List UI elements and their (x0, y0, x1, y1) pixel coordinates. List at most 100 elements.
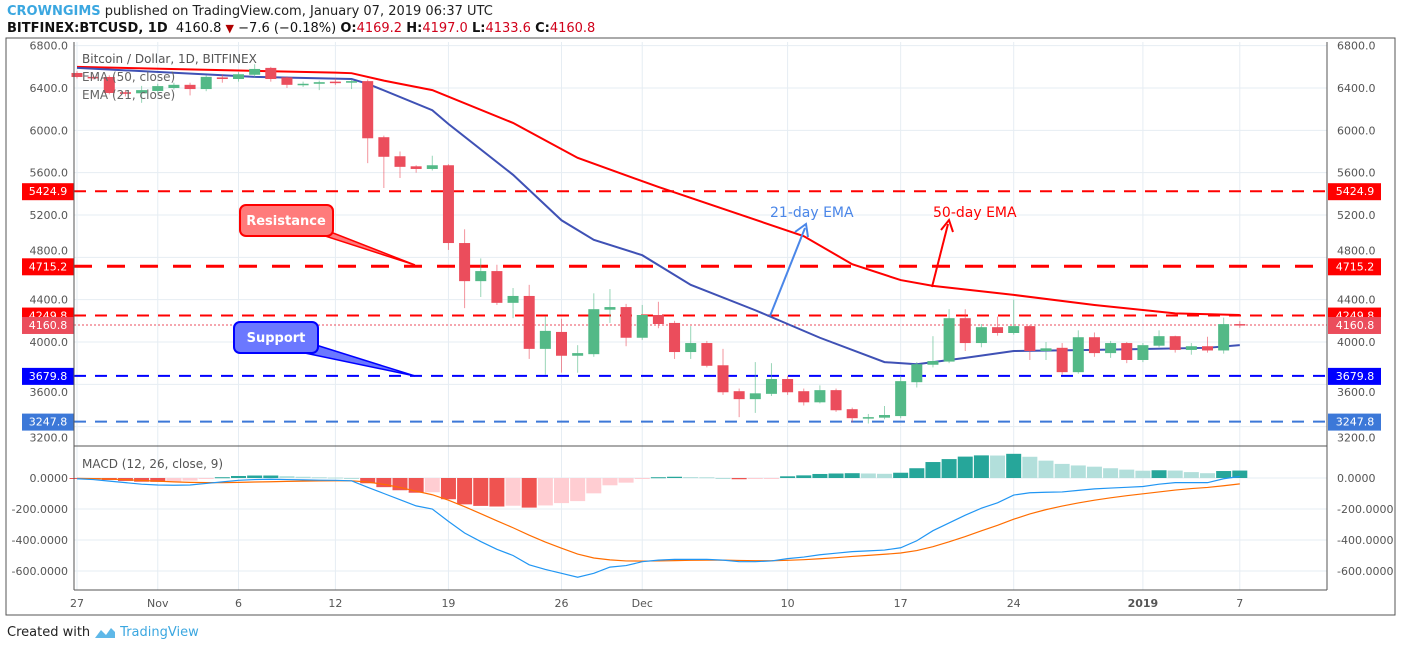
candle (1185, 343, 1197, 355)
macd-histogram-bar (731, 478, 747, 480)
grid (74, 42, 1327, 590)
macd-histogram-bar (150, 478, 166, 482)
candle-body (620, 307, 632, 338)
candle (992, 316, 1004, 336)
candle (523, 284, 535, 359)
candle (475, 258, 487, 298)
candle-body (1088, 337, 1100, 354)
right-price-tick: 6000.0 (1337, 124, 1376, 137)
macd-histogram-bar (909, 468, 925, 478)
right-price-tick: 4400.0 (1337, 294, 1376, 307)
candle-body (426, 165, 438, 169)
right-price-tick: 4000.0 (1337, 336, 1376, 349)
candle (556, 318, 567, 373)
macd-histogram-bar (537, 478, 553, 506)
level-badge-right (1328, 258, 1381, 276)
macd-histogram-bar (182, 478, 198, 481)
candle-body (168, 84, 180, 88)
macd-histogram-bar (667, 476, 683, 478)
candle-body (830, 390, 842, 411)
candle (1202, 336, 1213, 353)
macd-histogram-bar (844, 473, 860, 478)
candle-body (943, 318, 955, 362)
level-badge-right (1328, 316, 1381, 334)
macd-histogram-bar (715, 478, 731, 479)
author-link[interactable]: CROWNGIMS (7, 4, 101, 19)
time-tick: 10 (781, 597, 795, 610)
candle-body (1040, 348, 1052, 351)
candle (1008, 299, 1020, 335)
time-tick: 19 (441, 597, 455, 610)
candle (362, 79, 374, 164)
macd-histogram-bar (376, 478, 392, 488)
macd-histogram-bar (1167, 470, 1183, 478)
high-value: 4197.0 (422, 21, 468, 36)
right-price-tick: 5600.0 (1337, 167, 1376, 180)
candle-body (184, 84, 196, 90)
macd-histogram-bar (586, 478, 602, 494)
candle-body (556, 331, 567, 356)
tradingview-link[interactable]: TradingView (120, 625, 199, 640)
candle-body (152, 86, 164, 91)
macd-histogram-bar (973, 455, 989, 478)
candle-body (1185, 346, 1197, 350)
macd-histogram-bar (279, 476, 295, 478)
ema21-label: 21-day EMA (770, 205, 854, 221)
legend-ema21[interactable]: EMA (21, close) (82, 88, 175, 102)
candle-body (87, 76, 99, 79)
candle (119, 90, 131, 97)
candle-body (378, 137, 390, 157)
symbol-label: BITFINEX:BTCUSD, 1D (7, 21, 168, 36)
candle-body (103, 76, 115, 93)
candle-body (233, 74, 244, 80)
candle (975, 324, 987, 348)
legend-ema50[interactable]: EMA (50, close) (82, 70, 175, 84)
candle (71, 71, 83, 79)
candle (184, 82, 196, 96)
macd-histogram-bar (683, 477, 699, 479)
macd-histogram-bar (327, 477, 343, 479)
candle (442, 164, 454, 250)
right-price-tick: 3600.0 (1337, 386, 1376, 399)
candle-body (992, 327, 1004, 333)
left-price-tick: 6800.0 (30, 40, 69, 53)
candle-body (862, 417, 874, 419)
macd-histogram-bar (1232, 470, 1248, 478)
candle-body (523, 295, 535, 349)
candle (426, 155, 438, 171)
candle (265, 66, 277, 82)
legend-title: Bitcoin / Dollar, 1D, BITFINEX (82, 52, 257, 66)
macd-histogram-bar (231, 475, 246, 478)
candle (1024, 325, 1036, 360)
macd-histogram-bar (344, 478, 360, 479)
macd-histogram-bar (424, 478, 440, 493)
candle-body (475, 271, 487, 282)
candle (733, 388, 745, 418)
candle-body (927, 361, 939, 365)
macd-histogram-bar (134, 478, 150, 482)
candle-body (895, 381, 907, 417)
candle-body (362, 81, 374, 139)
candle (313, 80, 325, 91)
time-tick: 6 (235, 597, 242, 610)
candle (1121, 341, 1133, 364)
candle (572, 345, 584, 373)
candle-body (459, 243, 471, 282)
candle (604, 289, 616, 323)
publish-info: CROWNGIMS published on TradingView.com, … (7, 4, 493, 19)
macd-histogram-bar (554, 478, 569, 504)
macd-pane (69, 453, 1248, 578)
legend-macd[interactable]: MACD (12, 26, close, 9) (82, 457, 223, 471)
level-label-right: 5424.9 (1336, 185, 1375, 198)
candle-body (1218, 324, 1230, 351)
macd-histogram-bar (699, 477, 715, 479)
candle-body (572, 353, 584, 356)
macd-histogram-bar (505, 478, 521, 506)
candle-body (798, 391, 810, 403)
level-label-right: 4160.8 (1336, 319, 1375, 332)
level-badge-left (22, 183, 74, 201)
candle-body (281, 77, 293, 85)
publish-text: published on TradingView.com, January 07… (104, 4, 493, 19)
down-triangle-icon: ▼ (225, 22, 235, 35)
